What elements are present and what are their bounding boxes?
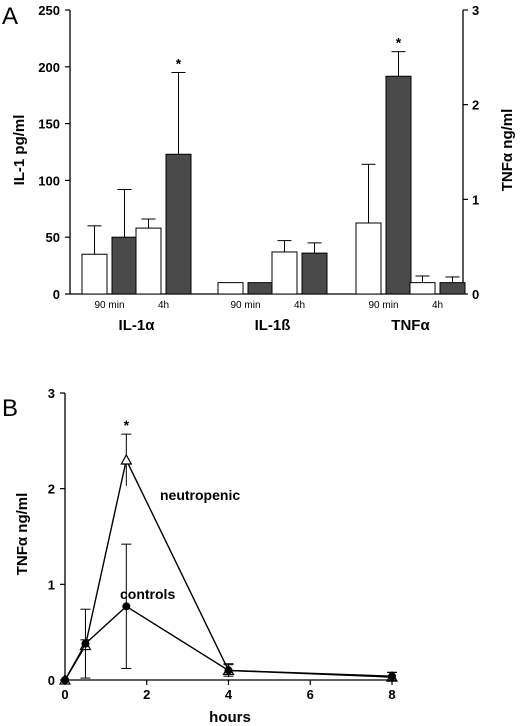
right-tick-label: 2 xyxy=(472,98,479,113)
panel-a-label: A xyxy=(2,3,18,30)
series-label-controls: controls xyxy=(120,586,175,602)
group-label: TNFα xyxy=(391,317,430,334)
y-tick-label: 3 xyxy=(48,386,55,401)
bar xyxy=(271,251,298,295)
bar xyxy=(111,236,138,295)
bar xyxy=(217,282,244,295)
series-label-neutropenic: neutropenic xyxy=(160,487,240,503)
bar xyxy=(355,222,382,295)
x-tick-label: 0 xyxy=(61,687,68,702)
time-label: 90 min xyxy=(368,300,398,311)
time-label: 90 min xyxy=(94,300,124,311)
bar xyxy=(385,75,412,295)
group-label: IL-1α xyxy=(119,317,156,334)
right-tick-label: 1 xyxy=(472,192,479,207)
y-tick-label: 1 xyxy=(48,577,55,592)
point-marker xyxy=(224,666,233,675)
significance-star: * xyxy=(124,417,130,433)
panel-a-left-axis-title: IL-1 pg/ml xyxy=(11,115,28,186)
x-tick-label: 8 xyxy=(388,687,395,702)
right-tick-label: 0 xyxy=(472,287,479,302)
bar xyxy=(247,282,274,295)
group-label: IL-1ß xyxy=(255,317,291,334)
point-marker xyxy=(388,672,396,681)
y-tick-label: 2 xyxy=(48,482,55,497)
panel-b-label: B xyxy=(2,395,18,422)
right-tick-label: 3 xyxy=(472,3,479,18)
bar xyxy=(301,252,328,295)
point-marker xyxy=(122,602,131,611)
bar xyxy=(81,253,108,295)
point-marker xyxy=(120,453,133,465)
point-marker xyxy=(61,676,69,684)
panel-b-y-axis-title: TNFα ng/ml xyxy=(14,493,31,576)
panel-b-x-axis-title: hours xyxy=(209,709,251,726)
bar xyxy=(409,282,436,295)
bar xyxy=(165,153,192,295)
significance-star: * xyxy=(396,35,402,51)
time-label: 4h xyxy=(432,300,443,311)
point-marker xyxy=(81,639,90,648)
left-tick-label: 100 xyxy=(38,173,60,188)
panel-a-right-axis-title: TNFα ng/ml xyxy=(499,109,516,192)
left-tick-label: 150 xyxy=(38,117,60,132)
x-tick-label: 4 xyxy=(225,687,233,702)
x-tick-label: 2 xyxy=(143,687,150,702)
time-label: 4h xyxy=(294,300,305,311)
bar xyxy=(135,227,162,295)
x-tick-label: 6 xyxy=(307,687,314,702)
time-label: 90 min xyxy=(230,300,260,311)
left-tick-label: 50 xyxy=(46,230,60,245)
time-label: 4h xyxy=(158,300,169,311)
y-tick-label: 0 xyxy=(48,673,55,688)
left-tick-label: 250 xyxy=(38,3,60,18)
left-tick-label: 200 xyxy=(38,60,60,75)
left-tick-label: 0 xyxy=(53,287,60,302)
bar xyxy=(439,282,466,295)
significance-star: * xyxy=(176,55,182,71)
